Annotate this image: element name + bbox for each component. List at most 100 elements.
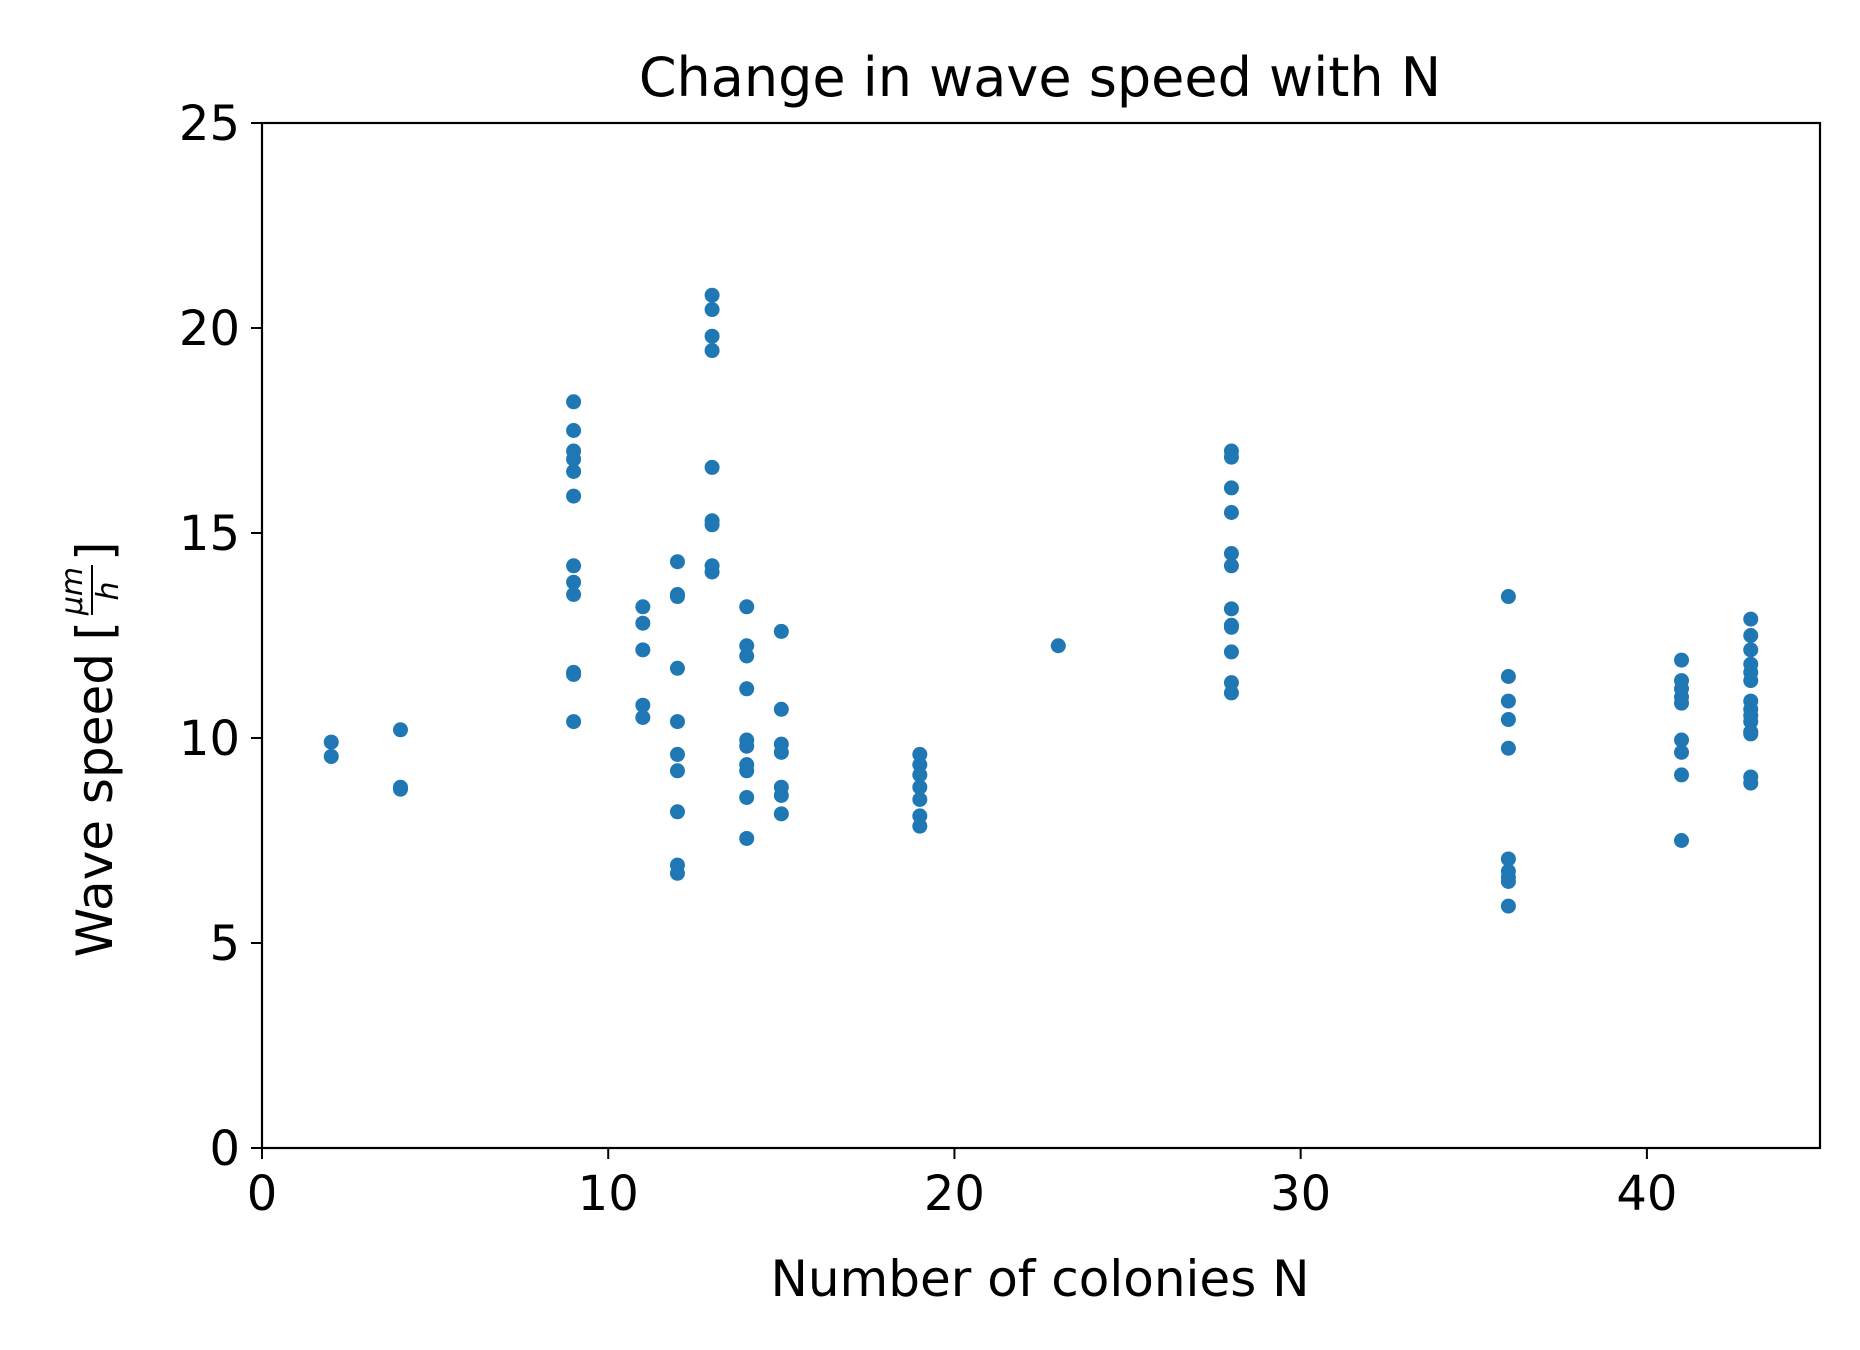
scatter-point [1743, 628, 1759, 643]
scatter-point [1500, 712, 1516, 728]
scatter-point [704, 287, 720, 303]
scatter-point [1743, 714, 1759, 730]
chart-title: Change in wave speed with N [639, 46, 1441, 109]
scatter-point [912, 779, 928, 795]
scatter-point [1223, 601, 1239, 617]
scatter-point [739, 638, 755, 654]
scatter-point [1674, 833, 1690, 848]
scatter-point [635, 642, 651, 658]
scatter-point [1674, 744, 1690, 760]
y-tick-label: 5 [209, 916, 240, 972]
scatter-point [912, 792, 928, 807]
scatter-point [704, 459, 720, 475]
scatter-point [739, 599, 755, 615]
scatter-point [1223, 546, 1239, 561]
scatter-point [773, 701, 789, 717]
scatter-point [669, 554, 685, 570]
scatter-point [566, 666, 582, 682]
scatter-point [1743, 642, 1759, 658]
scatter-point [635, 697, 651, 713]
scatter-point [566, 558, 582, 574]
scatter-point [1050, 638, 1066, 654]
scatter-point [739, 681, 755, 697]
scatter-point [773, 623, 789, 639]
scatter-point [669, 589, 685, 605]
y-axis-unit-numerator: μm [55, 567, 90, 616]
scatter-point [566, 488, 582, 504]
scatter-point [704, 343, 720, 359]
scatter-point [669, 714, 685, 730]
x-tick-label: 20 [924, 1166, 985, 1222]
y-axis-label: Wave speed [66, 653, 124, 957]
scatter-point [1223, 558, 1239, 574]
y-tick-label: 20 [179, 301, 240, 357]
scatter-point [566, 714, 582, 730]
scatter-point [912, 746, 928, 762]
scatter-point [1500, 874, 1516, 889]
y-tick-label: 15 [179, 506, 240, 562]
scatter-point [566, 574, 582, 590]
x-axis: 0 10 20 30 40 [247, 1148, 1677, 1222]
scatter-point [739, 648, 755, 664]
scatter-point [739, 763, 755, 779]
scatter-point [669, 660, 685, 676]
scatter-point [739, 830, 755, 846]
scatter-point [1223, 505, 1239, 520]
plot-frame [260, 121, 1822, 1150]
scatter-point [323, 734, 339, 750]
scatter-point [773, 806, 789, 822]
x-tick-label: 30 [1270, 1166, 1331, 1222]
y-tick-label: 25 [179, 96, 240, 152]
plot-points [323, 287, 1759, 914]
scatter-point [1743, 611, 1759, 627]
scatter-point [773, 744, 789, 760]
scatter-point [1743, 726, 1759, 742]
scatter-point [704, 517, 720, 533]
scatter-point [669, 865, 685, 881]
scatter-point [1674, 732, 1690, 748]
scatter-point [635, 710, 651, 725]
y-tick-label: 10 [179, 711, 240, 767]
scatter-point [704, 328, 720, 344]
scatter-point [1500, 693, 1516, 709]
scatter-point [1223, 619, 1239, 635]
scatter-point [1500, 898, 1516, 914]
y-axis-unit-close-bracket: ] [66, 541, 124, 561]
scatter-point [669, 746, 685, 762]
x-axis-label: Number of colonies N [770, 1250, 1309, 1308]
scatter-point [392, 722, 408, 738]
scatter-point [1223, 480, 1239, 496]
scatter-point [323, 748, 339, 764]
scatter-point [1500, 740, 1516, 756]
scatter-point [669, 763, 685, 779]
scatter-point [912, 818, 928, 834]
scatter-point [1500, 589, 1516, 605]
scatter-point [566, 394, 582, 410]
scatter-point [566, 464, 582, 479]
scatter-point [704, 564, 720, 580]
scatter-point [773, 787, 789, 803]
y-axis: 0 5 10 15 20 25 [179, 96, 262, 1177]
scatter-point [1674, 652, 1690, 668]
scatter-point [566, 423, 582, 438]
scatter-point [392, 781, 408, 797]
y-tick-label: 0 [209, 1121, 240, 1177]
scatter-point [912, 767, 928, 783]
scatter-point [566, 587, 582, 602]
scatter-point [912, 808, 928, 824]
x-tick-label: 40 [1616, 1166, 1677, 1222]
y-axis-label-group: Wave speed [ μm h ] [55, 541, 126, 957]
scatter-point [1223, 449, 1239, 465]
scatter-point [739, 738, 755, 754]
y-axis-unit-denominator: h [91, 581, 126, 600]
scatter-point [1674, 695, 1690, 711]
y-axis-unit-open-bracket: [ [66, 621, 124, 641]
scatter-point [566, 451, 582, 467]
x-tick-label: 0 [247, 1166, 278, 1222]
scatter-point [1674, 767, 1690, 783]
scatter-point [1223, 644, 1239, 660]
scatter-point [635, 615, 651, 631]
scatter-point [1223, 675, 1239, 691]
